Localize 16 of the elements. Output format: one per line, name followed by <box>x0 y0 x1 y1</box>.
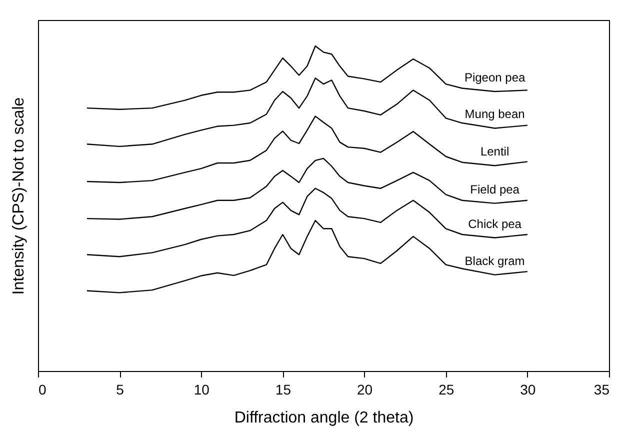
x-tick-label: 5 <box>116 382 124 398</box>
series-label: Mung bean <box>464 107 525 122</box>
x-tick-label: 15 <box>275 382 292 398</box>
series-label: Chick pea <box>468 216 522 231</box>
x-tick-label: 25 <box>438 382 454 398</box>
x-tick-label: 35 <box>594 382 610 398</box>
x-tick-label: 10 <box>194 382 210 398</box>
series-label: Field pea <box>470 182 520 196</box>
x-axis-title: Diffraction angle (2 theta) <box>234 410 414 426</box>
series-label: Pigeon pea <box>464 70 526 84</box>
y-axis-title: Intensity (CPS)-Not to scale <box>10 97 28 295</box>
x-tick-label: 30 <box>520 382 536 398</box>
x-tick-label: 0 <box>38 382 46 398</box>
x-tick-label: 20 <box>356 382 373 398</box>
series-label: Lentil <box>480 144 510 159</box>
series-label: Black gram <box>464 254 525 268</box>
